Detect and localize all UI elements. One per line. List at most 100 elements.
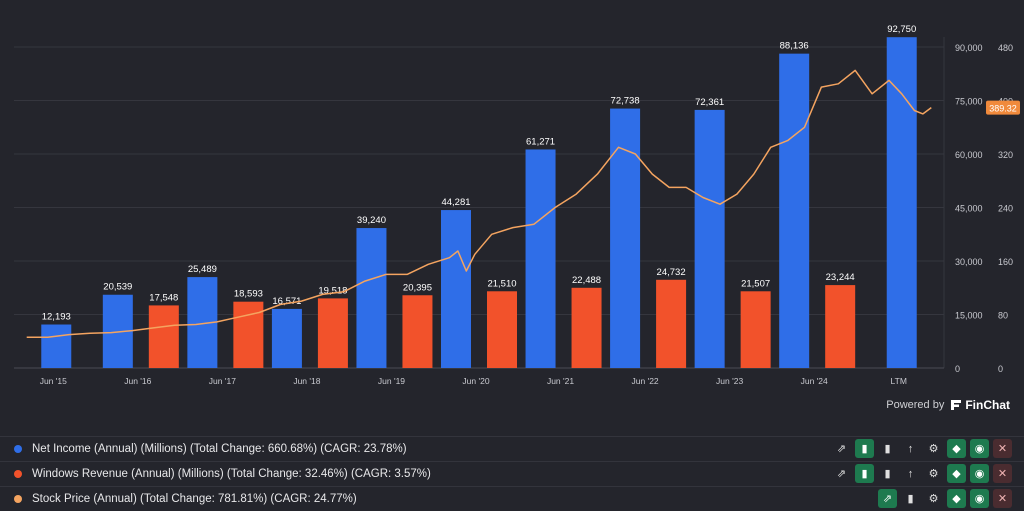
- sort-up-icon[interactable]: ↑: [907, 442, 914, 455]
- x-tick-label: Jun '20: [462, 376, 489, 386]
- stock-price-line: [26, 69, 932, 338]
- y-left-tick-label: 30,000: [955, 257, 983, 267]
- windows-revenue-bar: [740, 291, 771, 368]
- powered-by[interactable]: Powered by FinChat: [886, 398, 1010, 412]
- x-tick-label: Jun '24: [801, 376, 828, 386]
- windows-revenue-data-label: 18,593: [234, 289, 263, 300]
- net-income-bar: [271, 308, 302, 368]
- legend-dot: [14, 470, 22, 478]
- windows-revenue-data-label: 19,518: [318, 285, 347, 296]
- y-left-tick-label: 60,000: [955, 150, 983, 160]
- tag-icon[interactable]: ◆: [947, 439, 966, 458]
- net-income-data-label: 12,193: [42, 312, 71, 323]
- net-income-bar: [441, 210, 471, 368]
- x-tick-label: Jun '19: [378, 376, 405, 386]
- series-tools: ⇗ ▮ ▮ ↑ ⚙ ◆ ◉ ✕: [832, 439, 1012, 458]
- windows-revenue-data-label: 21,507: [741, 278, 770, 289]
- gear-icon[interactable]: ⚙: [928, 493, 939, 505]
- current-price-badge: [986, 100, 1020, 115]
- finchat-brand-name: FinChat: [965, 398, 1010, 412]
- finchat-brand[interactable]: FinChat: [950, 398, 1010, 412]
- bar-chart-alt-icon[interactable]: ▮: [884, 468, 891, 480]
- windows-revenue-data-label: 21,510: [487, 278, 516, 289]
- windows-revenue-bar: [233, 301, 264, 368]
- series-tools: ⇗ ▮ ⚙ ◆ ◉ ✕: [878, 489, 1012, 508]
- net-income-bar: [525, 149, 556, 368]
- finchat-logo-icon: [951, 400, 962, 410]
- net-income-bar: [356, 228, 387, 368]
- windows-revenue-bar: [487, 291, 517, 368]
- eye-icon[interactable]: ◉: [970, 464, 989, 483]
- net-income-bar: [694, 109, 725, 369]
- gear-icon[interactable]: ⚙: [928, 468, 939, 480]
- x-tick-label: Jun '21: [547, 376, 574, 386]
- legend-dot: [14, 445, 22, 453]
- net-income-data-label: 44,281: [441, 197, 470, 208]
- legend-label: Net Income (Annual) (Millions) (Total Ch…: [32, 443, 407, 455]
- net-income-data-label: 25,489: [188, 264, 217, 275]
- chart-svg: 0 15,000 30,000 45,000 60,000 75,000 90,000 0 80…: [14, 24, 1020, 386]
- net-income-data-label: 61,271: [526, 136, 555, 147]
- legend-label: Windows Revenue (Annual) (Millions) (Tot…: [32, 468, 431, 480]
- y-left-tick-label: 90,000: [955, 43, 983, 53]
- bar-chart-icon[interactable]: ▮: [855, 439, 874, 458]
- x-tick-label: Jun '23: [716, 376, 743, 386]
- legend-dot: [14, 495, 22, 503]
- current-price-label: 389.32: [989, 104, 1017, 114]
- y-right-tick-label: 80: [998, 311, 1008, 321]
- x-tick-label: LTM: [891, 376, 907, 386]
- windows-revenue-data-label: 23,244: [826, 272, 855, 283]
- bar-chart-alt-icon[interactable]: ▮: [884, 443, 891, 455]
- x-tick-label: Jun '22: [632, 376, 659, 386]
- net-income-bar: [779, 53, 810, 369]
- y-left-tick-label: 75,000: [955, 97, 983, 107]
- close-icon[interactable]: ✕: [993, 464, 1012, 483]
- net-income-data-label: 92,750: [887, 24, 916, 35]
- bar-chart-icon[interactable]: ▮: [907, 493, 914, 505]
- x-tick-label: Jun '17: [209, 376, 236, 386]
- windows-revenue-bar: [571, 287, 602, 368]
- net-income-bar: [41, 324, 72, 368]
- sort-up-icon[interactable]: ↑: [907, 467, 914, 480]
- net-income-data-label: 16,571: [272, 296, 301, 307]
- windows-revenue-data-label: 17,548: [149, 292, 178, 303]
- trend-line-icon[interactable]: ⇗: [878, 489, 897, 508]
- x-tick-label: Jun '15: [40, 376, 67, 386]
- net-income-data-label: 72,738: [611, 96, 640, 107]
- x-tick-label: Jun '16: [124, 376, 151, 386]
- windows-revenue-bar: [656, 279, 687, 368]
- eye-icon[interactable]: ◉: [970, 439, 989, 458]
- tag-icon[interactable]: ◆: [947, 464, 966, 483]
- windows-revenue-bar: [402, 295, 433, 368]
- windows-revenue-bar: [148, 305, 179, 368]
- y-left-tick-label: 0: [955, 364, 960, 374]
- y-right-tick-label: 0: [998, 364, 1003, 374]
- y-right-tick-label: 480: [998, 43, 1013, 53]
- x-tick-label: Jun '18: [293, 376, 320, 386]
- y-right-tick-label: 160: [998, 257, 1013, 267]
- chart-area: 0 15,000 30,000 45,000 60,000 75,000 90,000 0 80…: [14, 24, 1020, 386]
- close-icon[interactable]: ✕: [993, 439, 1012, 458]
- windows-revenue-data-label: 20,395: [403, 282, 432, 293]
- legend-label: Stock Price (Annual) (Total Change: 781.…: [32, 493, 357, 505]
- powered-by-text: Powered by: [886, 399, 945, 411]
- net-income-data-label: 88,136: [780, 41, 809, 52]
- eye-icon[interactable]: ◉: [970, 489, 989, 508]
- trend-line-icon[interactable]: ⇗: [836, 468, 847, 480]
- net-income-data-label: 20,539: [103, 282, 132, 293]
- y-left-tick-label: 45,000: [955, 204, 983, 214]
- windows-revenue-bar: [317, 298, 348, 368]
- y-right-tick-label: 320: [998, 150, 1013, 160]
- trend-line-icon[interactable]: ⇗: [836, 443, 847, 455]
- legend-row-stock-price[interactable]: Stock Price (Annual) (Total Change: 781.…: [0, 486, 1024, 511]
- tag-icon[interactable]: ◆: [947, 489, 966, 508]
- bar-chart-icon[interactable]: ▮: [855, 464, 874, 483]
- close-icon[interactable]: ✕: [993, 489, 1012, 508]
- windows-revenue-data-label: 22,488: [572, 275, 601, 286]
- legend: Net Income (Annual) (Millions) (Total Ch…: [0, 436, 1024, 511]
- legend-row-windows-revenue[interactable]: Windows Revenue (Annual) (Millions) (Tot…: [0, 461, 1024, 486]
- y-left-tick-label: 15,000: [955, 311, 983, 321]
- legend-row-net-income[interactable]: Net Income (Annual) (Millions) (Total Ch…: [0, 436, 1024, 461]
- windows-revenue-data-label: 24,732: [657, 267, 686, 278]
- gear-icon[interactable]: ⚙: [928, 443, 939, 455]
